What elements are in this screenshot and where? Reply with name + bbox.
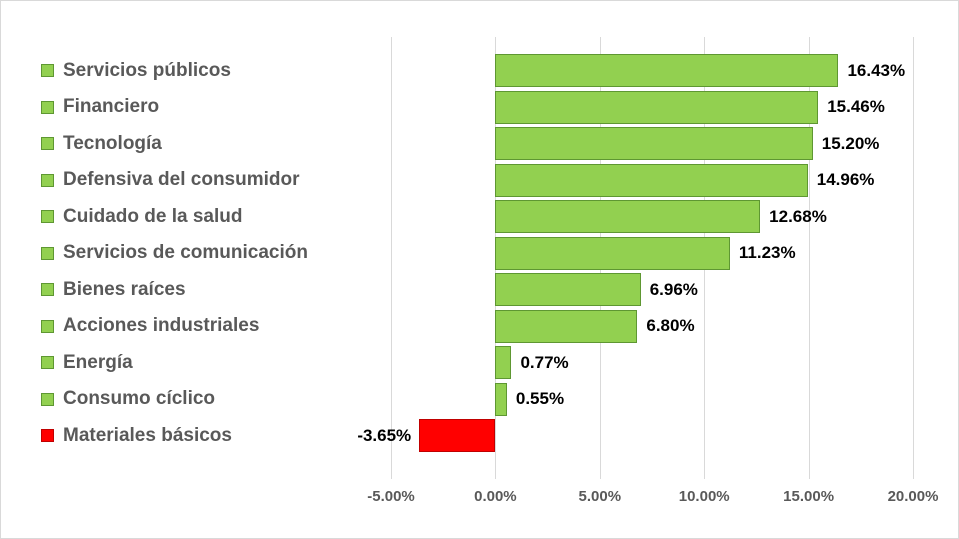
legend-square-icon [41, 137, 54, 150]
bar [419, 419, 496, 452]
category-row: Materiales básicos [41, 425, 232, 447]
legend-square-icon [41, 283, 54, 296]
category-row: Tecnología [41, 133, 162, 155]
bar [495, 54, 839, 87]
bar [495, 346, 512, 379]
bar [495, 236, 730, 270]
x-tick-label: 15.00% [783, 488, 835, 505]
category-row: Financiero [41, 96, 159, 118]
x-tick-label: 10.00% [678, 488, 730, 505]
category-label: Defensiva del consumidor [63, 169, 300, 190]
gridline [808, 37, 810, 479]
category-row: Energía [41, 352, 133, 374]
legend-square-icon [41, 173, 54, 187]
x-tick-label: 0.00% [474, 488, 517, 505]
bar [495, 200, 761, 233]
value-label: 6.80% [646, 316, 695, 335]
bar [495, 163, 808, 197]
category-label: Financiero [63, 96, 160, 117]
category-label: Acciones industriales [63, 315, 260, 336]
legend-square-icon [41, 64, 54, 77]
value-label: 0.77% [520, 352, 569, 372]
value-label: -3.65% [357, 425, 412, 445]
category-row: Bienes raíces [41, 279, 186, 301]
category-row: Cuidado de la salud [41, 206, 242, 228]
value-label: 15.46% [827, 97, 885, 116]
value-label: 15.20% [821, 133, 880, 153]
category-label: Energía [63, 351, 133, 373]
gridline [913, 37, 914, 479]
category-label: Bienes raíces [63, 278, 186, 300]
legend-square-icon [41, 429, 54, 442]
legend-square-icon [41, 246, 54, 260]
category-label: Servicios públicos [63, 59, 231, 81]
legend-square-icon [41, 392, 54, 406]
category-row: Servicios de comunicación [41, 242, 308, 264]
category-label: Cuidado de la salud [63, 205, 243, 227]
category-label: Tecnología [63, 132, 162, 154]
value-label: 11.23% [738, 243, 796, 262]
value-label: 14.96% [816, 170, 875, 189]
category-label: Materiales básicos [63, 424, 232, 446]
bar [495, 309, 638, 343]
category-row: Defensiva del consumidor [41, 169, 300, 191]
category-row: Consumo cíclico [41, 388, 215, 410]
value-label: 12.68% [769, 206, 827, 226]
bar [495, 127, 813, 160]
bar [495, 90, 819, 124]
category-label: Consumo cíclico [63, 388, 216, 409]
x-tick-label: 5.00% [578, 488, 622, 505]
legend-square-icon [41, 356, 54, 369]
x-tick-label: 20.00% [887, 488, 939, 505]
value-label: 0.55% [515, 389, 565, 408]
value-label: 16.43% [847, 60, 906, 80]
gridline [391, 37, 392, 479]
legend-square-icon [41, 100, 54, 114]
legend-square-icon [41, 319, 54, 333]
legend-square-icon [41, 210, 54, 223]
value-label: 6.96% [649, 279, 698, 299]
bar [495, 382, 507, 416]
category-label: Servicios de comunicación [63, 242, 308, 263]
category-row: Servicios públicos [41, 60, 231, 82]
category-row: Acciones industriales [41, 315, 259, 337]
bar [495, 273, 641, 306]
x-tick-label: -5.00% [367, 488, 415, 505]
